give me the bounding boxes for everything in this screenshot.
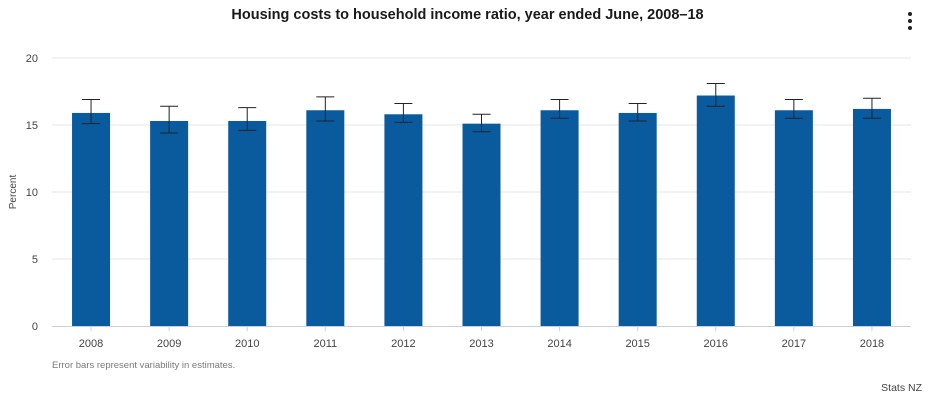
- y-tick-label: 0: [32, 321, 38, 333]
- bar: [72, 112, 111, 326]
- error-bar: [628, 103, 647, 122]
- y-tick-label: 10: [26, 187, 38, 199]
- y-tick-label: 5: [32, 254, 38, 266]
- bar: [696, 95, 735, 327]
- chart-title: Housing costs to household income ratio,…: [231, 7, 704, 23]
- bar: [540, 110, 579, 326]
- error-bar: [862, 97, 881, 119]
- y-axis-ticks: 0 5 10 15 20: [26, 53, 38, 333]
- bar: [384, 114, 423, 326]
- bar: [306, 110, 345, 326]
- bar: [228, 120, 267, 326]
- x-tick-label: 2008: [79, 338, 103, 350]
- error-bar: [160, 105, 179, 134]
- error-bar: [394, 103, 413, 123]
- bar: [852, 108, 891, 326]
- x-tick-label: 2015: [625, 338, 649, 350]
- error-bar: [706, 82, 725, 107]
- bar: [618, 112, 657, 326]
- bar: [150, 120, 189, 326]
- x-tick-label: 2017: [782, 338, 806, 350]
- x-tick-label: 2018: [860, 338, 884, 350]
- error-bar: [784, 99, 803, 119]
- x-tick-label: 2010: [235, 338, 259, 350]
- y-tick-label: 20: [26, 53, 38, 65]
- footnote: Error bars represent variability in esti…: [52, 360, 236, 371]
- x-tick-label: 2012: [391, 338, 415, 350]
- error-bar: [550, 99, 569, 119]
- x-tick-label: 2014: [547, 338, 571, 350]
- bar: [774, 110, 813, 326]
- error-bar: [82, 99, 101, 125]
- bar: [462, 123, 501, 326]
- error-bar: [238, 107, 257, 131]
- y-axis-label: Percent: [8, 175, 19, 210]
- x-tick-label: 2013: [469, 338, 493, 350]
- y-tick-label: 15: [26, 120, 38, 132]
- error-bars: [82, 82, 881, 134]
- source-credit: Stats NZ: [881, 382, 922, 394]
- x-tick-label: 2009: [157, 338, 181, 350]
- error-bar: [316, 96, 335, 122]
- x-tick-label: 2011: [313, 338, 337, 350]
- bars: [72, 95, 891, 327]
- x-tick-label: 2016: [704, 338, 728, 350]
- error-bar: [472, 113, 491, 133]
- chart-menu-button[interactable]: [900, 10, 920, 32]
- x-axis-ticks: 2008 2009 2010 2011 2012 2013 2014 2015 2016 2017…: [79, 326, 884, 350]
